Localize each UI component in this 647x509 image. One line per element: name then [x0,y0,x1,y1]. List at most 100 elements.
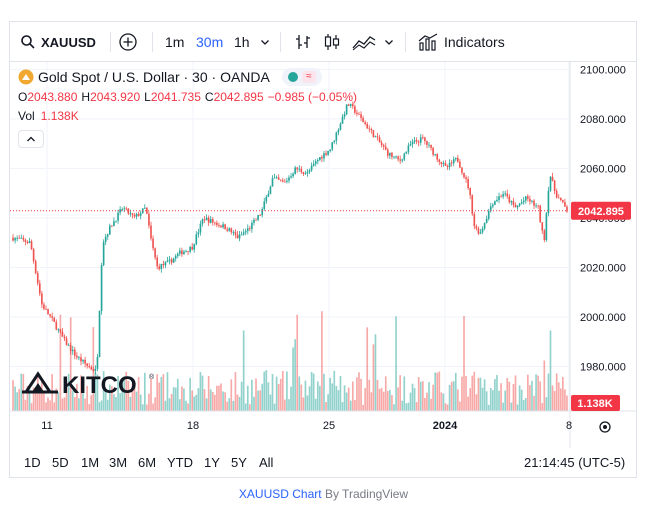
volume-bar [214,394,216,411]
range-5y[interactable]: 5Y [231,455,247,470]
area-style-button[interactable] [352,30,376,54]
range-label: 1Y [204,455,220,470]
interval-1h[interactable]: 1h [234,30,250,54]
volume-bar [469,388,472,411]
range-1m[interactable]: 1M [81,455,99,470]
volume-bar [166,372,169,411]
candle-body [267,193,270,197]
chart-style-dropdown[interactable] [384,30,394,54]
volume-bar [286,371,288,411]
candle-body [238,234,241,239]
volume-bar [351,381,354,411]
volume-bar [430,398,432,411]
candle-body [382,145,385,147]
range-3m[interactable]: 3M [109,455,127,470]
candle-body [302,172,305,174]
volume-bar [364,388,366,411]
candle-body [477,228,480,234]
candle-style-button[interactable] [323,30,341,54]
volume-bar [559,388,562,411]
last-price-label: 2042.895 [578,206,624,218]
candle-style-icon [324,34,340,50]
volume-bar [294,339,296,411]
close-value: 2042.895 [213,90,264,104]
candle-body [444,163,447,166]
volume-bar [483,379,486,411]
interval-dropdown[interactable] [260,30,270,54]
candle-body [337,129,340,133]
volume-bar [34,390,37,411]
volume-bar [141,404,144,411]
candle-body [104,236,107,242]
candle-body [275,177,278,179]
volume-bar [65,381,68,411]
candle-body [448,162,451,168]
interval-30m[interactable]: 30m [196,30,223,54]
range-1d[interactable]: 1D [24,455,41,470]
volume-bar [333,370,336,411]
candle-body [502,194,504,197]
volume-bar [547,373,550,411]
volume-bar [71,390,74,411]
price-axis[interactable]: 2100.0002080.0002060.0002040.0002020.000… [571,64,631,411]
volume-bar [500,383,502,411]
candle-body [36,273,39,284]
volume-bar [82,388,84,411]
volume-bar [506,377,509,411]
volume-bar [265,370,268,411]
interval-1m[interactable]: 1m [165,30,184,54]
change-value: −0.985 (−0.05%) [267,90,358,104]
volume-bar [43,391,45,411]
range-ytd[interactable]: YTD [167,455,193,470]
range-label: YTD [167,455,193,470]
candle-body [545,213,548,241]
symbol-title: Gold Spot / U.S. Dollar · 30 · OANDA [38,69,270,85]
volume-bar [487,404,490,411]
volume-bar [539,381,542,411]
candle-body [290,176,292,178]
range-all[interactable]: All [259,455,273,470]
settings-button[interactable] [599,421,611,433]
volume-bar [360,378,362,411]
volume-bar [555,373,558,411]
candle-body [549,176,552,191]
indicators-button[interactable]: Indicators [418,30,505,54]
candle-body [510,201,513,203]
candle-body [395,156,397,158]
range-1y[interactable]: 1Y [204,455,220,470]
compare-button[interactable] [118,30,138,54]
candle-body [279,179,282,181]
candle-body [94,368,97,371]
candle-body [253,219,255,223]
range-5d[interactable]: 5D [52,455,69,470]
candle-body [179,250,181,254]
symbol-search[interactable]: XAUUSD [20,30,96,54]
range-label: 1M [81,455,100,470]
symbol-row[interactable]: Gold Spot / U.S. Dollar · 30 · OANDA ≈ [18,66,357,88]
interval-1h-label: 1h [234,34,250,50]
candle-body [263,201,266,210]
candle-body [487,210,490,219]
time-tick-label: 8 [566,420,572,432]
candle-body [354,106,356,113]
volume-bar [139,394,142,411]
volume-bar [403,376,406,411]
range-6m[interactable]: 6M [138,455,156,470]
candle-body [271,178,274,187]
volume-bar [12,380,14,411]
volume-bar [411,383,414,411]
candle-body [376,136,379,138]
market-status[interactable]: ≈ [281,68,322,86]
volume-bar [475,394,478,411]
candle-body [537,205,539,207]
symbol-chart-link[interactable]: XAUUSD Chart [238,487,322,501]
tradingview-credit[interactable]: By TradingView [324,487,409,501]
volume-bar [84,398,86,411]
price-chart[interactable]: 2100.0002080.0002060.0002040.0002020.000… [10,62,636,448]
bar-style-button[interactable] [294,30,312,54]
candle-body [216,222,218,226]
collapse-legend-button[interactable] [18,130,44,148]
time-axis[interactable]: 11 18 25 2024 8 [41,420,572,432]
clock-timezone[interactable]: 21:14:45 (UTC-5) [524,455,625,470]
volume-bar [564,389,566,411]
